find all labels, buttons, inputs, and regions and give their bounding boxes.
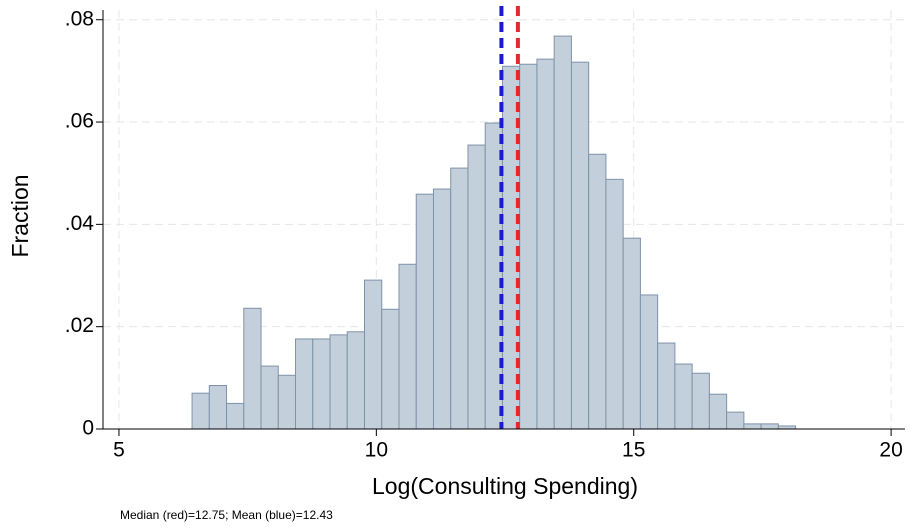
bar <box>570 61 590 430</box>
y-tick-label: .06 <box>65 110 94 133</box>
bar <box>588 153 607 430</box>
y-tick-label: 0 <box>82 417 94 440</box>
bar <box>743 423 762 430</box>
bar <box>191 392 210 430</box>
bar <box>467 144 486 430</box>
bar <box>312 338 331 430</box>
x-tick-label: 20 <box>879 439 902 462</box>
note: Median (red)=12.75; Mean (blue)=12.43 <box>120 508 333 522</box>
y-tick-label: .04 <box>65 212 95 235</box>
y-tick-label: .02 <box>65 314 94 337</box>
bar <box>536 58 555 430</box>
bar <box>277 374 297 430</box>
y-axis-label: Fraction <box>7 174 33 257</box>
bar <box>605 178 624 430</box>
bar <box>363 279 383 430</box>
bar <box>432 188 452 430</box>
bar <box>329 334 348 430</box>
bar <box>260 365 279 430</box>
bar <box>691 372 710 430</box>
bar <box>226 402 245 430</box>
x-tick-label: 15 <box>622 439 645 462</box>
bar <box>553 35 572 430</box>
bar <box>760 423 779 430</box>
bar <box>381 308 400 430</box>
bar <box>208 385 228 430</box>
y-tick-label: .08 <box>65 7 94 30</box>
bar <box>639 294 659 430</box>
bar <box>243 307 262 430</box>
x-axis-label: Log(Consulting Spending) <box>372 473 638 499</box>
x-tick-label: 10 <box>365 439 388 462</box>
bar <box>519 63 538 430</box>
bar <box>726 411 745 430</box>
bar <box>346 331 365 430</box>
x-tick-label: 5 <box>113 439 125 462</box>
bar <box>415 193 434 430</box>
bar <box>450 167 469 430</box>
bar <box>295 338 314 430</box>
bar <box>657 342 676 430</box>
bar <box>708 393 728 430</box>
bar <box>398 263 417 430</box>
bar <box>622 237 641 430</box>
bar <box>674 363 693 430</box>
